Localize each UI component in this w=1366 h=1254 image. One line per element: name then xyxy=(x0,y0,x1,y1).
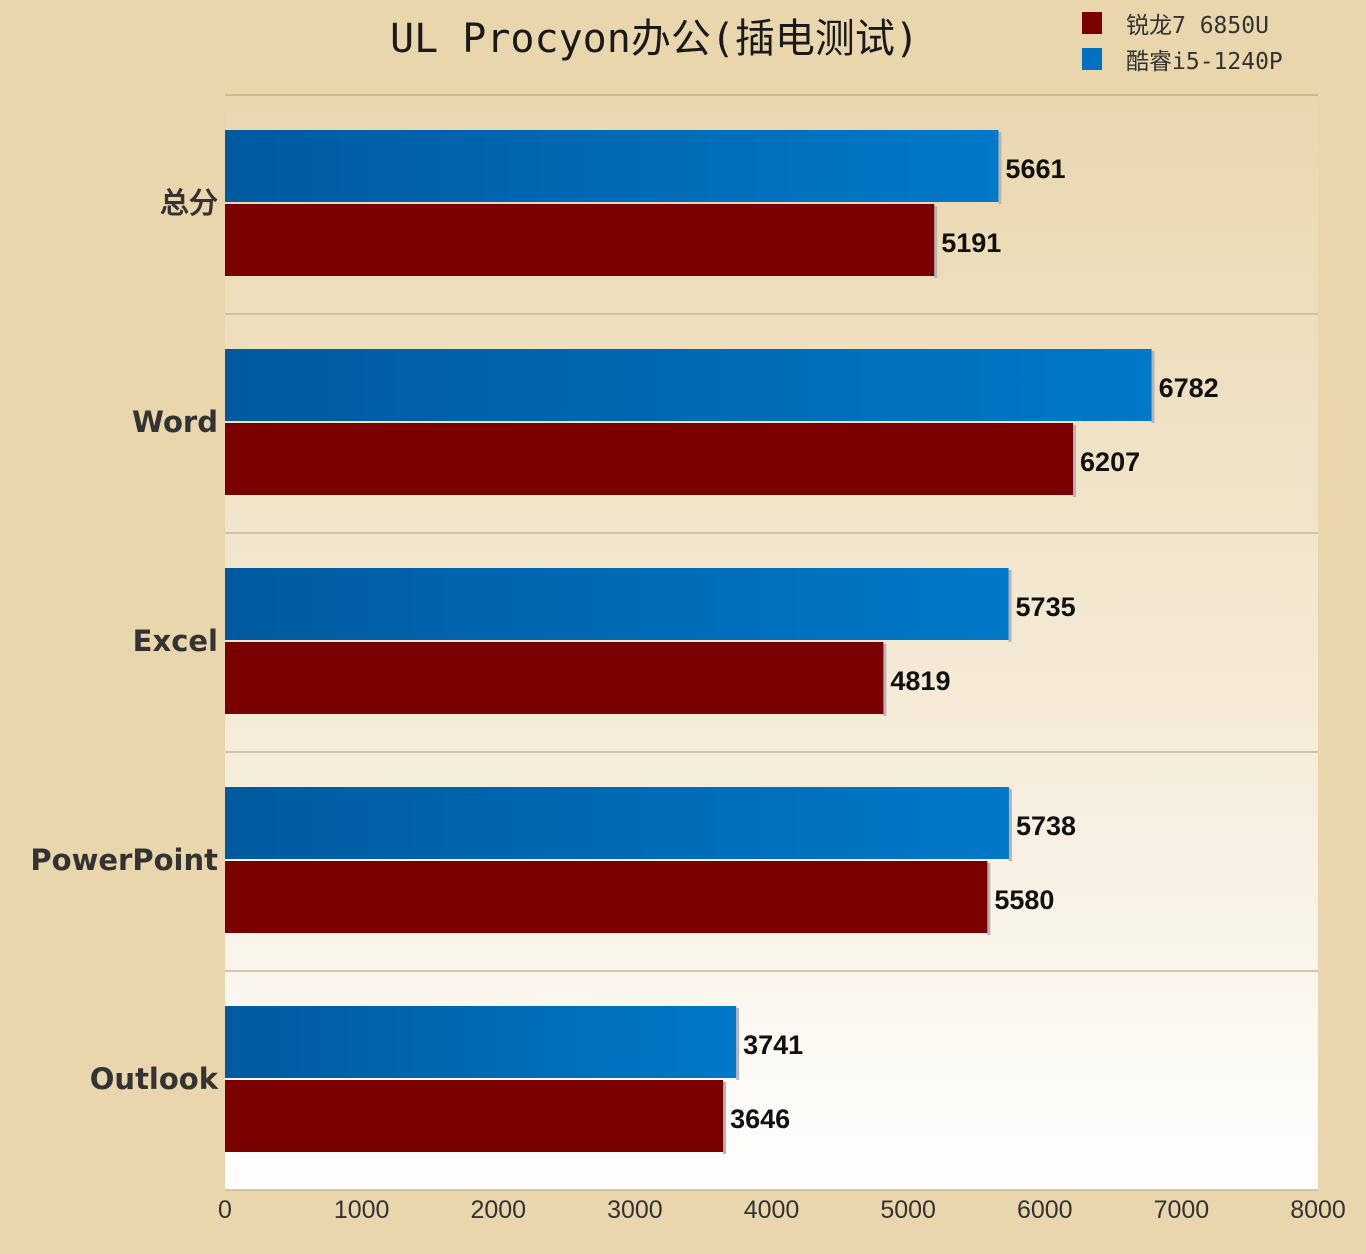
value-label: 3741 xyxy=(743,1030,803,1060)
bar-i5-1240p xyxy=(225,1006,737,1078)
value-label: 5661 xyxy=(1005,154,1065,184)
x-tick-label: 5000 xyxy=(880,1196,936,1224)
bar-r7-6850u xyxy=(225,423,1074,495)
x-tick-label: 8000 xyxy=(1290,1196,1346,1224)
bar-shadow xyxy=(998,132,1002,204)
chart-title: UL Procyon办公(插电测试) xyxy=(390,16,919,62)
x-tick-label: 1000 xyxy=(334,1196,390,1224)
bar-shadow xyxy=(736,1008,740,1080)
value-label: 5580 xyxy=(994,885,1054,915)
bar-i5-1240p xyxy=(225,130,999,202)
x-tick-label: 3000 xyxy=(607,1196,663,1224)
category-label: Word xyxy=(132,405,218,439)
bar-r7-6850u xyxy=(225,642,884,714)
category-label: PowerPoint xyxy=(30,843,218,877)
legend-swatch xyxy=(1082,12,1102,34)
value-label: 4819 xyxy=(890,666,950,696)
value-label: 5738 xyxy=(1016,811,1076,841)
category-label: 总分 xyxy=(160,186,218,220)
bar-shadow xyxy=(987,863,991,935)
x-tick-label: 6000 xyxy=(1017,1196,1073,1224)
legend-label: 酷睿i5-1240P xyxy=(1126,49,1283,75)
category-label: Outlook xyxy=(90,1062,219,1096)
bar-shadow xyxy=(934,206,938,278)
value-label: 5191 xyxy=(941,228,1001,258)
bar-shadow xyxy=(1151,351,1155,423)
legend-label: 锐龙7 6850U xyxy=(1126,13,1269,39)
value-label: 6207 xyxy=(1080,447,1140,477)
bar-shadow xyxy=(1073,425,1077,497)
bar-shadow xyxy=(723,1082,727,1154)
bar-shadow xyxy=(1008,789,1012,861)
bar-i5-1240p xyxy=(225,349,1152,421)
bar-i5-1240p xyxy=(225,568,1009,640)
bar-r7-6850u xyxy=(225,861,988,933)
x-tick-label: 0 xyxy=(218,1196,232,1224)
x-tick-label: 2000 xyxy=(470,1196,526,1224)
x-tick-label: 4000 xyxy=(744,1196,800,1224)
bar-r7-6850u xyxy=(225,1080,724,1152)
bar-i5-1240p xyxy=(225,787,1009,859)
value-label: 3646 xyxy=(730,1104,790,1134)
legend: 锐龙7 6850U 酷睿i5-1240P xyxy=(1082,12,1283,75)
bar-r7-6850u xyxy=(225,204,935,276)
value-label: 5735 xyxy=(1016,592,1076,622)
value-label: 6782 xyxy=(1159,373,1219,403)
category-label: Excel xyxy=(133,624,218,658)
bar-shadow xyxy=(1008,570,1012,642)
bar-shadow xyxy=(883,644,887,716)
x-tick-label: 7000 xyxy=(1154,1196,1210,1224)
legend-swatch xyxy=(1082,48,1102,70)
